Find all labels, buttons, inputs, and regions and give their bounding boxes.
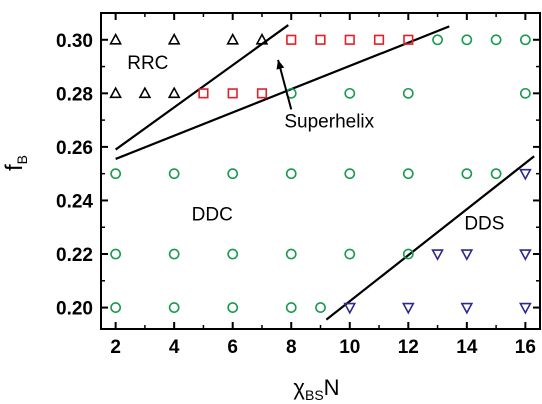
ddc-marker: [402, 248, 414, 260]
ddc-marker: [168, 302, 180, 313]
dds-marker: [343, 302, 357, 315]
ddc-marker: [344, 168, 356, 180]
region-label-dds: DDS: [464, 213, 504, 234]
region-label-ddc: DDC: [192, 205, 233, 226]
superhelix-marker: [198, 88, 209, 99]
x-axis-title: χBSN: [293, 375, 339, 403]
ddc-marker: [461, 34, 473, 46]
dds-marker: [460, 302, 474, 315]
ddc-marker: [344, 87, 356, 99]
rrc-marker: [109, 32, 122, 45]
x-tick-label: 16: [515, 337, 536, 358]
dds-marker: [519, 249, 532, 261]
ddc-marker: [110, 168, 122, 180]
ddc-marker: [168, 168, 180, 180]
y-tick-labels: 0.20 0.22 0.24 0.26 0.28 0.30: [56, 31, 93, 320]
x-tick-label: 8: [286, 337, 297, 358]
x-axis-symbol: χ: [293, 375, 305, 400]
phase-boundary-line: [114, 24, 289, 151]
region-label-superhelix: Superhelix: [284, 112, 374, 133]
ddc-marker: [315, 302, 326, 313]
ddc-marker: [110, 302, 122, 313]
ddc-marker: [432, 34, 443, 46]
rrc-marker: [109, 86, 122, 99]
dds-marker: [519, 168, 532, 181]
y-tick-label: 0.24: [56, 191, 93, 212]
x-tick-label: 2: [110, 337, 121, 358]
ddc-marker: [490, 34, 502, 46]
rrc-marker: [226, 32, 240, 45]
y-tick-label: 0.20: [56, 299, 93, 320]
dds-marker: [401, 302, 415, 315]
rrc-marker: [138, 86, 152, 99]
rrc-marker: [167, 32, 181, 45]
superhelix-marker: [344, 34, 355, 45]
plot-frame: [100, 12, 541, 330]
y-axis-title: fB: [1, 155, 30, 171]
annotation-arrow-head: [276, 59, 285, 70]
ddc-marker: [285, 302, 297, 313]
x-axis-subscript: BS: [305, 387, 324, 403]
superhelix-marker: [256, 88, 268, 99]
annotations: [276, 59, 293, 110]
ddc-marker: [519, 34, 531, 46]
superhelix-marker: [373, 34, 385, 45]
ddc-marker: [490, 168, 502, 180]
ddc-marker: [344, 248, 356, 260]
dds-marker: [460, 249, 474, 261]
phase-boundaries: [114, 24, 535, 321]
y-tick-label: 0.28: [56, 84, 93, 105]
rrc-marker: [167, 86, 181, 99]
x-tick-label: 12: [398, 337, 419, 358]
ddc-marker: [168, 248, 180, 260]
data-markers: [109, 32, 532, 315]
region-labels: RRC Superhelix DDC DDS: [127, 53, 504, 234]
ddc-marker: [285, 168, 297, 180]
dds-marker: [519, 302, 532, 315]
superhelix-marker: [403, 34, 414, 45]
y-tick-label: 0.22: [56, 245, 93, 266]
rrc-marker: [255, 32, 269, 45]
x-axis-suffix: N: [324, 375, 340, 400]
ddc-marker: [227, 302, 239, 313]
x-tick-label: 10: [339, 337, 360, 358]
ddc-marker: [461, 168, 473, 180]
ddc-marker: [402, 87, 414, 99]
phase-boundary-line: [115, 25, 450, 160]
dds-marker: [431, 249, 444, 261]
x-tick-labels: 2 4 6 8 10 12 14 16: [110, 337, 536, 358]
x-tick-label: 14: [456, 337, 478, 358]
y-axis-subscript: B: [14, 155, 30, 164]
y-tick-label: 0.26: [56, 138, 93, 159]
superhelix-marker: [315, 34, 326, 45]
tick-marks: [101, 13, 540, 329]
ddc-marker: [227, 248, 239, 260]
ddc-marker: [285, 248, 297, 260]
x-tick-label: 6: [227, 337, 238, 358]
ddc-marker: [402, 168, 414, 180]
ddc-marker: [110, 248, 122, 260]
x-tick-label: 4: [169, 337, 180, 358]
ddc-marker: [227, 168, 239, 180]
superhelix-marker: [227, 88, 238, 99]
superhelix-marker: [286, 34, 297, 45]
ddc-marker: [519, 87, 531, 99]
y-axis-symbol: f: [1, 164, 28, 171]
region-label-rrc: RRC: [127, 53, 168, 74]
y-tick-label: 0.30: [56, 31, 93, 52]
phase-boundary-line: [325, 155, 535, 321]
